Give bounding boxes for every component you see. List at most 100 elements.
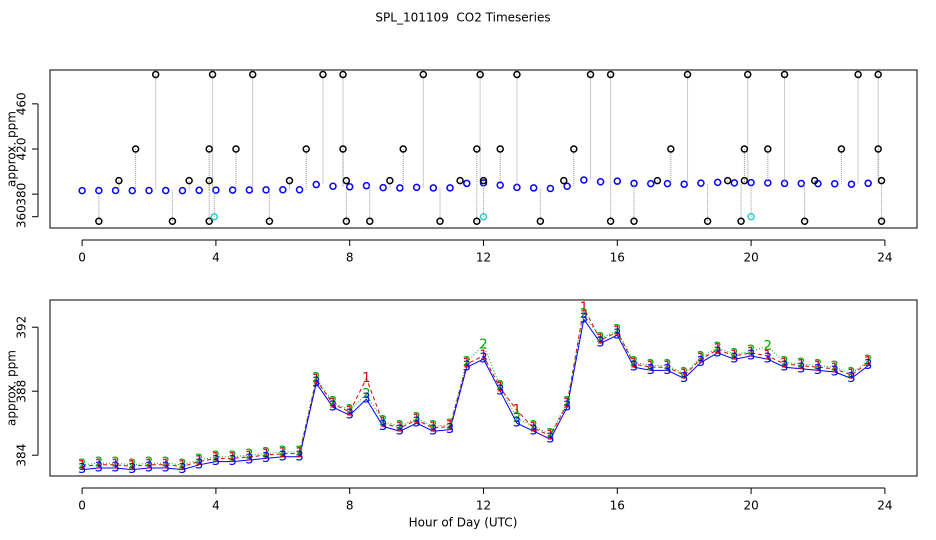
point-symbol: 2: [312, 371, 320, 386]
point-symbol: 2: [463, 355, 471, 370]
x-tick-label: 8: [346, 499, 354, 513]
point-symbol: 3: [295, 449, 303, 464]
point-symbol: 1: [145, 457, 153, 472]
point-symbol: 2: [580, 307, 588, 322]
point-symbol: 3: [379, 419, 387, 434]
point: [195, 186, 203, 195]
point-symbol: 3: [128, 462, 136, 477]
point: [496, 181, 504, 189]
point-symbol: 3: [530, 424, 538, 439]
x-tick-label: 12: [476, 251, 491, 265]
point: [228, 186, 237, 194]
point-symbol: 3: [279, 449, 287, 464]
point-symbol: 3: [580, 312, 588, 327]
point: [185, 176, 193, 185]
point-symbol: 1: [396, 421, 404, 436]
x-tick-label: 16: [610, 499, 625, 513]
point-symbol: 2: [513, 411, 521, 426]
point-symbol: 1: [580, 301, 588, 316]
point-symbol: 1: [312, 373, 320, 388]
point: [419, 70, 428, 79]
point-symbol: 1: [864, 355, 872, 370]
point: [436, 217, 444, 225]
point-symbol: 2: [195, 453, 203, 468]
point: [837, 145, 846, 153]
point: [95, 217, 103, 225]
point-symbol: 2: [747, 344, 755, 359]
point-symbol: 2: [446, 417, 454, 432]
point: [232, 145, 240, 153]
point: [513, 183, 521, 192]
point-symbol: 3: [396, 424, 404, 439]
point: [456, 176, 464, 185]
point: [379, 183, 387, 192]
point: [854, 70, 862, 79]
point: [262, 186, 270, 194]
point-symbol: 2: [630, 355, 638, 370]
point: [877, 217, 886, 225]
point: [546, 184, 555, 193]
x-tick-label: 4: [212, 499, 220, 513]
point: [178, 186, 187, 195]
point-symbol: 1: [245, 449, 253, 464]
point-symbol: 1: [647, 360, 655, 375]
series-line: [82, 306, 869, 467]
point-symbol: 1: [346, 405, 354, 420]
point-symbol: 2: [95, 456, 103, 471]
point: [683, 70, 692, 79]
point-symbol: 2: [831, 360, 839, 375]
point-symbol: 2: [764, 339, 772, 354]
point-symbol: 1: [730, 349, 738, 364]
point-symbol: 3: [346, 408, 354, 423]
point: [743, 70, 752, 79]
point-symbol: 1: [212, 451, 220, 466]
point-symbol: 2: [245, 448, 253, 463]
x-tick-label: 4: [212, 251, 220, 265]
point-symbol: 1: [128, 459, 136, 474]
point: [339, 145, 347, 153]
point-symbol: 3: [479, 352, 487, 367]
point-symbol: 2: [496, 379, 504, 394]
x-tick-label: 24: [877, 251, 892, 265]
y-axis-label: approx. ppm: [5, 350, 19, 426]
point-symbol: 3: [680, 371, 688, 386]
point: [205, 217, 213, 225]
x-tick-label: 16: [610, 251, 625, 265]
point-symbol: 3: [178, 462, 186, 477]
point: [606, 217, 615, 225]
point: [800, 217, 809, 225]
point-symbol: 3: [429, 424, 437, 439]
point-symbol: 2: [212, 449, 220, 464]
point-symbol: 1: [764, 349, 772, 364]
chart-title: SPL_101109 CO2 Timeseries: [375, 11, 550, 25]
point: [563, 182, 571, 190]
point-symbol: 2: [178, 457, 186, 472]
point-symbol: 3: [245, 453, 253, 468]
point-symbol: 3: [362, 392, 370, 407]
point-symbol: 1: [429, 421, 437, 436]
point-symbol: 2: [864, 353, 872, 368]
point-symbol: 2: [730, 347, 738, 362]
point-symbol: 2: [479, 337, 487, 352]
point: [680, 180, 688, 188]
point-symbol: 3: [463, 360, 471, 375]
y-tick-label: 392: [15, 316, 29, 339]
point-symbol: 1: [613, 325, 621, 340]
point-symbol: 1: [697, 352, 705, 367]
point-symbol: 2: [714, 341, 722, 356]
point: [529, 184, 538, 192]
point-symbol: 3: [496, 384, 504, 399]
point: [473, 217, 481, 225]
point-symbol: 1: [162, 457, 170, 472]
point-symbol: 3: [162, 461, 170, 476]
point: [366, 217, 374, 225]
point: [208, 70, 217, 79]
point-symbol: 2: [128, 457, 136, 472]
point: [312, 180, 321, 189]
point-symbol: 3: [563, 400, 571, 415]
point-symbol: 1: [329, 397, 337, 412]
point-symbol: 1: [195, 454, 203, 469]
point-symbol: 3: [111, 461, 119, 476]
point-symbol: 1: [563, 397, 571, 412]
